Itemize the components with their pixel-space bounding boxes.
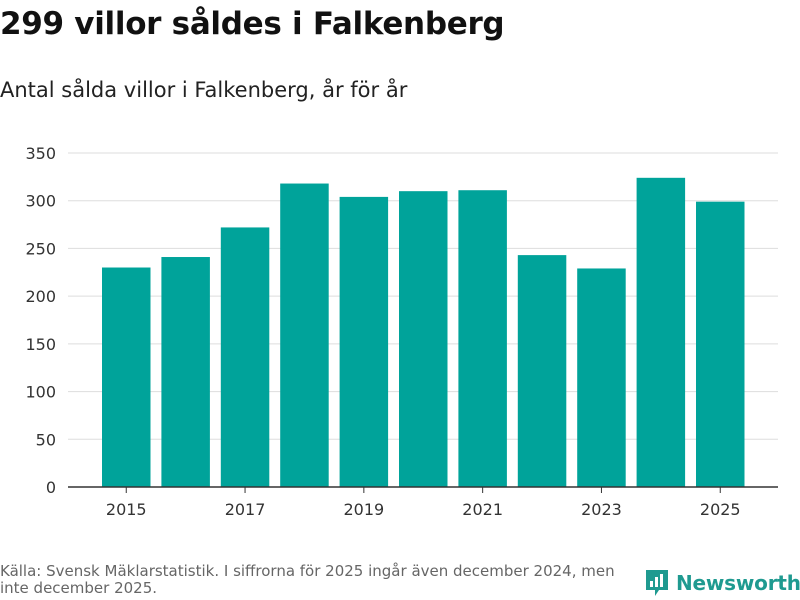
source-note: Källa: Svensk Mäklarstatistik. I siffror…: [0, 562, 615, 597]
bar-2016[interactable]: [161, 257, 210, 487]
bars: [102, 177, 745, 487]
newsworthy-logo[interactable]: Newsworthy: [644, 568, 800, 598]
chart-subtitle: Antal sålda villor i Falkenberg, år för …: [0, 78, 408, 102]
y-tick-label: 50: [36, 430, 56, 449]
bar-chart-logo-icon: [646, 570, 668, 596]
y-tick-label: 300: [25, 192, 56, 211]
x-tick-label: 2023: [581, 500, 622, 519]
bar-2017[interactable]: [220, 227, 270, 487]
bar-2025[interactable]: [696, 201, 745, 487]
bar-2018[interactable]: [280, 183, 329, 487]
y-tick-label: 200: [25, 287, 56, 306]
bar-2022[interactable]: [517, 255, 567, 487]
brand-name: Newsworthy: [676, 571, 800, 595]
x-tick-label: 2025: [700, 500, 741, 519]
y-tick-label: 0: [46, 478, 56, 497]
bar-2020[interactable]: [399, 191, 448, 487]
y-tick-label: 350: [25, 144, 56, 163]
bar-2015[interactable]: [102, 267, 151, 487]
x-tick-label: 2017: [225, 500, 266, 519]
bar-2024[interactable]: [636, 177, 686, 487]
y-tick-label: 150: [25, 335, 56, 354]
chart-title: 299 villor såldes i Falkenberg: [0, 6, 505, 42]
x-tick-label: 2019: [343, 500, 384, 519]
y-tick-label: 100: [25, 383, 56, 402]
x-tick-label: 2021: [462, 500, 503, 519]
bar-2023[interactable]: [577, 268, 626, 487]
bar-2021[interactable]: [458, 190, 507, 487]
x-tick-label: 2015: [106, 500, 147, 519]
bar-2019[interactable]: [339, 196, 389, 487]
x-axis: 2015 2017 2019 2021 2023 2025: [68, 486, 778, 519]
y-axis-ticks: 0 50 100 150 200 250 300 350: [25, 144, 56, 497]
y-tick-label: 250: [25, 239, 56, 258]
